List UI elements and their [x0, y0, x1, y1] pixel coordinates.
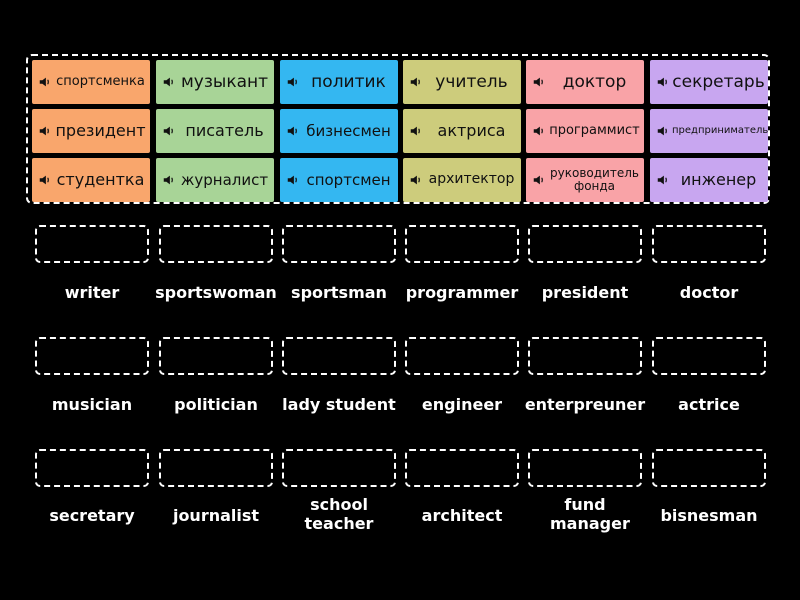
tile-label: учитель — [435, 71, 508, 92]
target-label: doctor — [679, 283, 739, 302]
word-tile[interactable]: руководитель фонда — [526, 158, 644, 202]
tile-label: руководитель фонда — [550, 166, 639, 193]
target-label: sportsman — [291, 283, 387, 302]
speaker-icon[interactable] — [409, 124, 423, 138]
word-tile[interactable]: инженер — [650, 158, 768, 202]
drop-slot[interactable] — [528, 449, 642, 487]
drop-slot[interactable] — [159, 449, 273, 487]
tile-label: писатель — [185, 121, 264, 141]
drop-slot[interactable] — [405, 225, 519, 263]
speaker-icon[interactable] — [656, 124, 670, 138]
drop-slot[interactable] — [282, 225, 396, 263]
speaker-icon[interactable] — [656, 75, 670, 89]
word-tile[interactable]: спортсмен — [280, 158, 398, 202]
tile-label: политик — [311, 71, 386, 92]
tile-label: президент — [55, 121, 146, 141]
word-tile[interactable]: учитель — [403, 60, 521, 104]
tile-label: инженер — [680, 170, 757, 190]
drop-slot[interactable] — [528, 225, 642, 263]
drop-slot[interactable] — [405, 337, 519, 375]
speaker-icon[interactable] — [286, 124, 300, 138]
tile-label: музыкант — [180, 71, 269, 92]
tile-label: предприниматель — [672, 124, 769, 136]
word-tile[interactable]: президент — [32, 109, 150, 153]
speaker-icon[interactable] — [656, 173, 670, 187]
target-label: journalist — [172, 506, 260, 525]
target-label: enterpreuner — [524, 395, 646, 414]
word-tile[interactable]: студентка — [32, 158, 150, 202]
tile-label: программист — [549, 122, 640, 138]
drop-slot[interactable] — [159, 225, 273, 263]
speaker-icon[interactable] — [409, 75, 423, 89]
target-label: fund manager — [550, 495, 630, 533]
target-label: school teacher — [304, 495, 374, 533]
speaker-icon[interactable] — [162, 124, 176, 138]
tile-label: спортсмен — [306, 170, 391, 189]
speaker-icon[interactable] — [409, 173, 423, 187]
word-tile[interactable]: писатель — [156, 109, 274, 153]
drop-slot[interactable] — [159, 337, 273, 375]
tile-label: спортсменка — [56, 73, 145, 89]
speaker-icon[interactable] — [38, 124, 52, 138]
drop-slot[interactable] — [35, 449, 149, 487]
drop-slot[interactable] — [652, 225, 766, 263]
tile-label: студентка — [56, 170, 145, 190]
tile-label: секретарь — [672, 71, 765, 92]
target-label: lady student — [282, 395, 396, 414]
drop-slot[interactable] — [405, 449, 519, 487]
target-label: actrice — [678, 395, 740, 414]
drop-slot[interactable] — [282, 449, 396, 487]
word-tile[interactable]: политик — [280, 60, 398, 104]
word-tile[interactable]: спортсменка — [32, 60, 150, 104]
drop-slot[interactable] — [35, 225, 149, 263]
target-label: programmer — [405, 283, 519, 302]
drop-slot[interactable] — [652, 337, 766, 375]
speaker-icon[interactable] — [532, 173, 546, 187]
speaker-icon[interactable] — [162, 75, 176, 89]
tile-label: журналист — [180, 170, 269, 189]
tile-label: бизнесмен — [306, 121, 391, 140]
target-label: bisnesman — [660, 506, 758, 525]
tile-label: доктор — [562, 71, 627, 92]
speaker-icon[interactable] — [162, 173, 176, 187]
tile-label: архитектор — [428, 171, 515, 188]
word-tile[interactable]: архитектор — [403, 158, 521, 202]
drop-slot[interactable] — [528, 337, 642, 375]
speaker-icon[interactable] — [532, 75, 546, 89]
target-label: engineer — [421, 395, 503, 414]
drop-slot[interactable] — [35, 337, 149, 375]
word-tile[interactable]: предприниматель — [650, 109, 768, 153]
target-label: secretary — [49, 506, 135, 525]
word-tile[interactable]: музыкант — [156, 60, 274, 104]
target-label: writer — [64, 283, 120, 302]
tile-label: актриса — [437, 121, 506, 141]
speaker-icon[interactable] — [286, 75, 300, 89]
speaker-icon[interactable] — [38, 173, 52, 187]
drop-slot[interactable] — [282, 337, 396, 375]
speaker-icon[interactable] — [532, 124, 546, 138]
word-tile[interactable]: бизнесмен — [280, 109, 398, 153]
target-label: sportswoman — [155, 283, 277, 302]
word-tile[interactable]: актриса — [403, 109, 521, 153]
target-label: musician — [51, 395, 133, 414]
speaker-icon[interactable] — [38, 75, 52, 89]
word-tile[interactable]: доктор — [526, 60, 644, 104]
word-bank — [26, 54, 770, 204]
speaker-icon[interactable] — [286, 173, 300, 187]
target-label: president — [541, 283, 629, 302]
target-label: politician — [174, 395, 258, 414]
word-tile[interactable]: журналист — [156, 158, 274, 202]
drop-slot[interactable] — [652, 449, 766, 487]
word-tile[interactable]: секретарь — [650, 60, 768, 104]
word-tile[interactable]: программист — [526, 109, 644, 153]
target-label: architect — [421, 506, 503, 525]
